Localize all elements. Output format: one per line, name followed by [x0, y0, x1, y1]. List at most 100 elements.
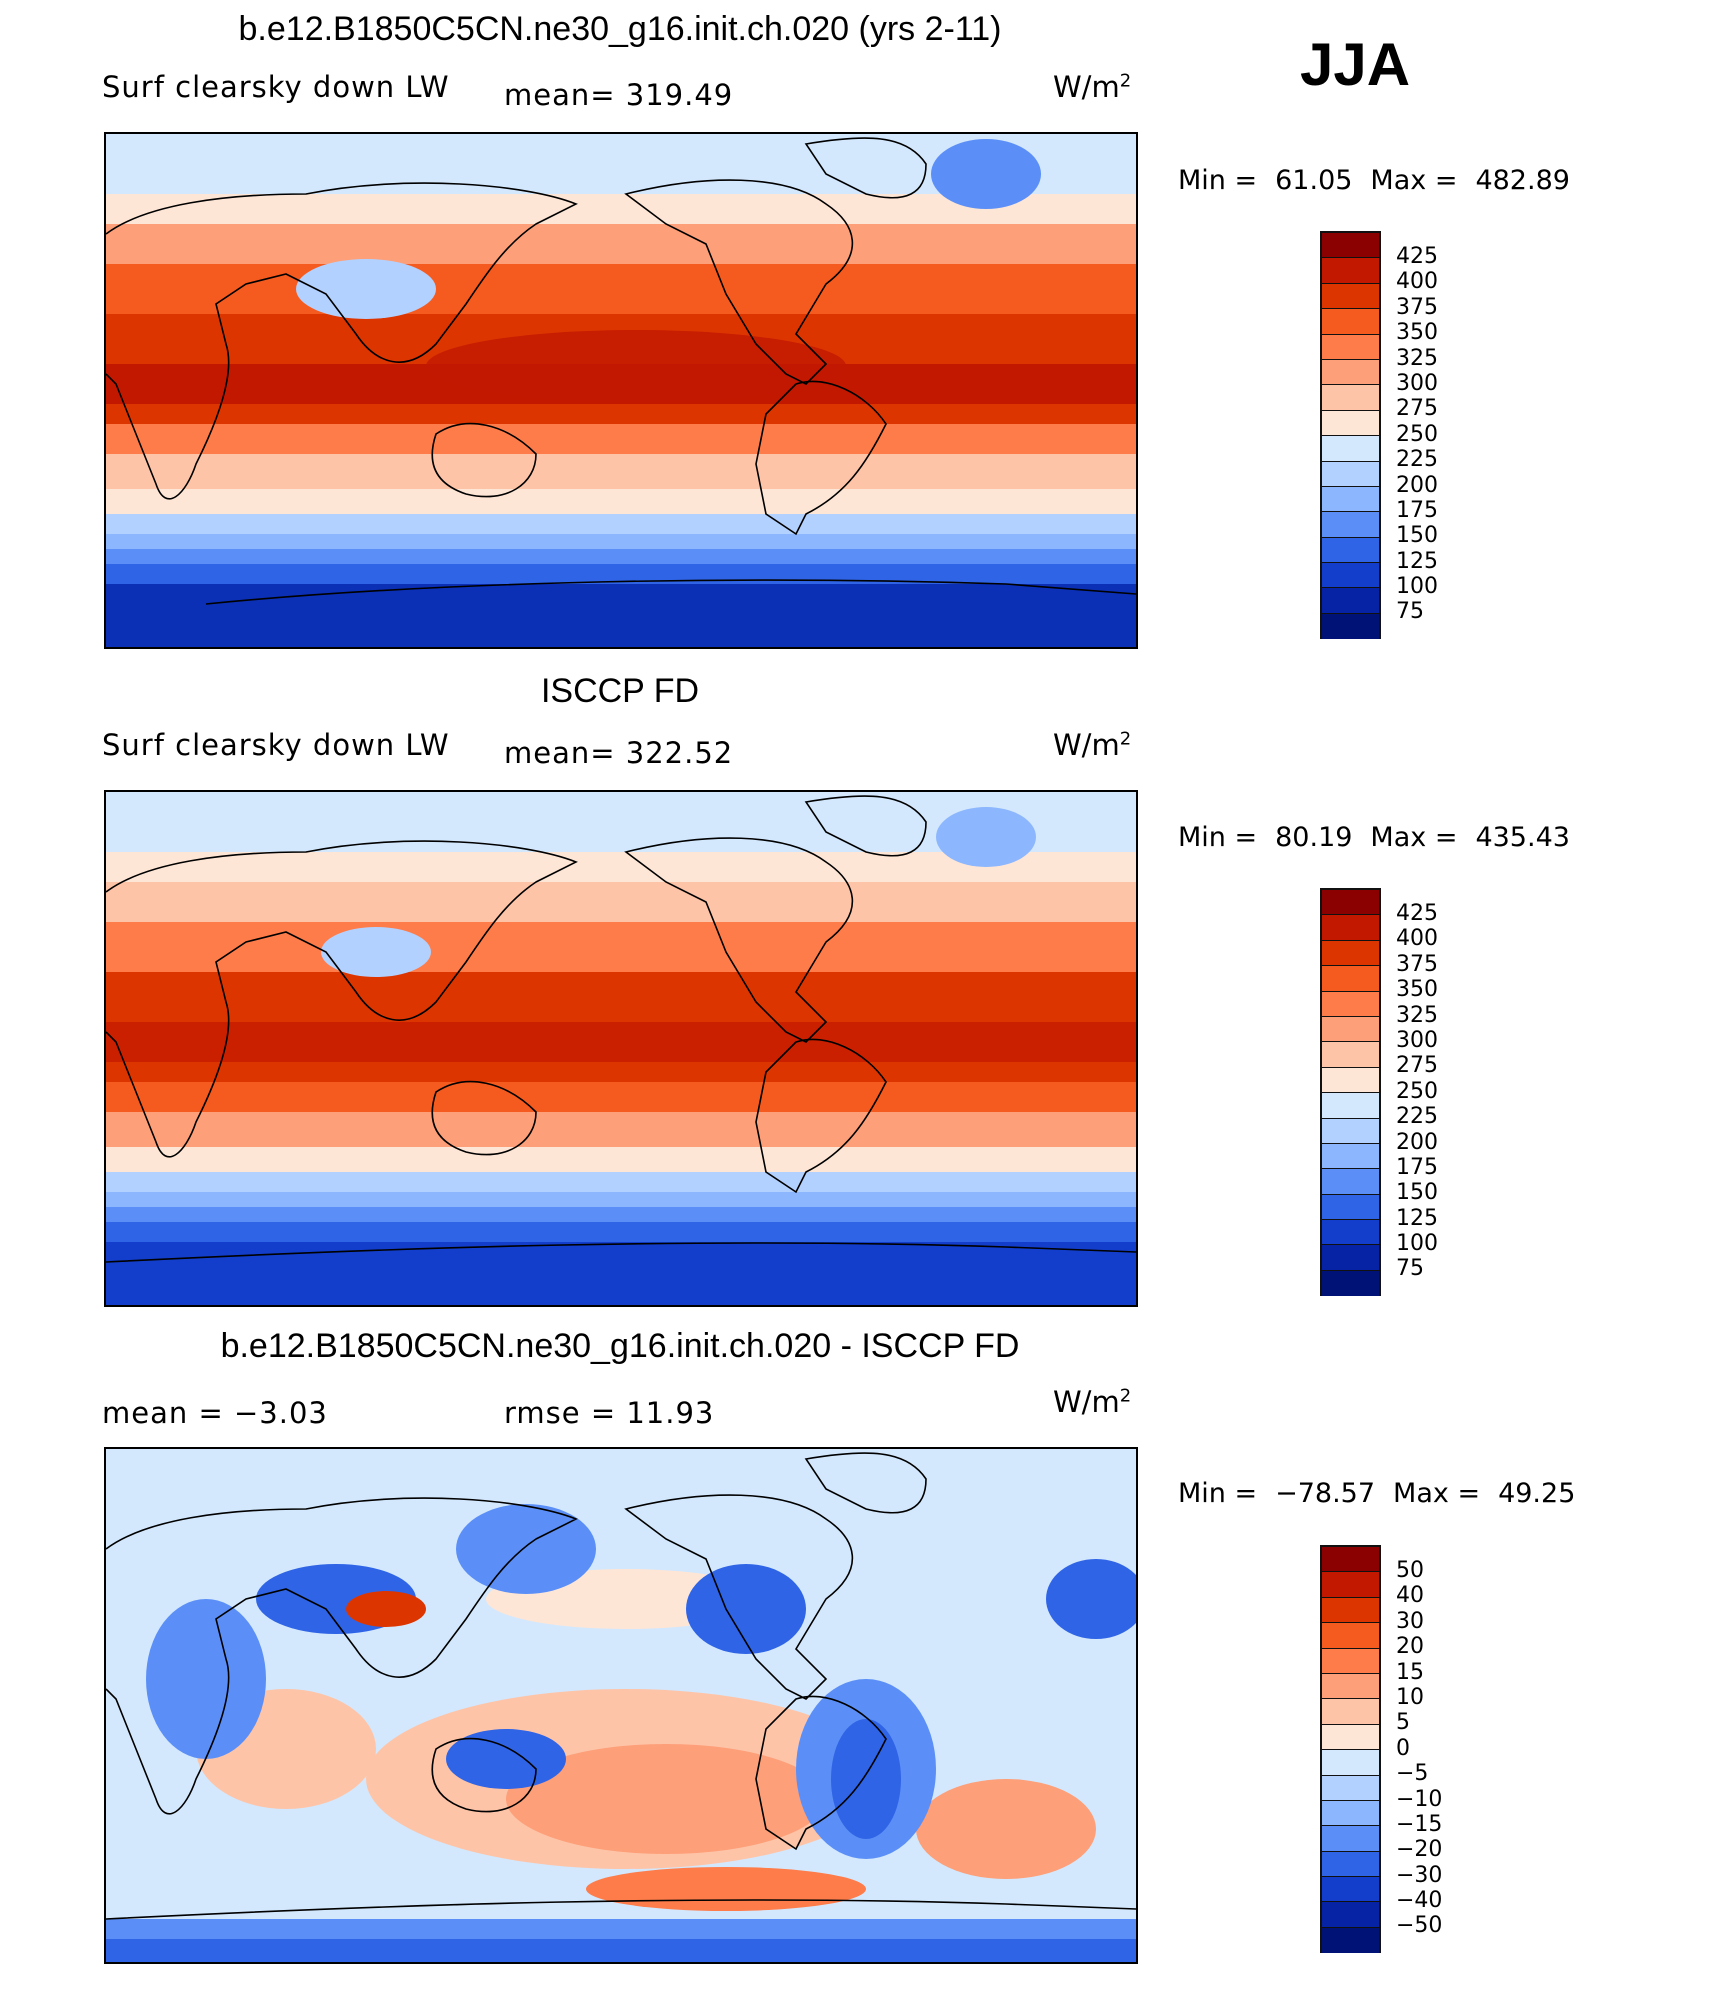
colorbar-tick-label: 325 [1396, 1002, 1438, 1028]
panel-3-mean-label: mean = −3.03 [102, 1396, 328, 1430]
colorbar-tick-label: 175 [1396, 497, 1438, 523]
colorbar-swatch [1322, 233, 1379, 259]
colorbar-tick-label: 400 [1396, 269, 1438, 295]
colorbar-tick-label: −50 [1396, 1913, 1443, 1939]
colorbar-swatch [1322, 890, 1379, 916]
colorbar-swatch [1322, 563, 1379, 589]
colorbar-tick-label: −10 [1396, 1786, 1443, 1812]
panel-1-mean-label: mean= 319.49 [504, 78, 734, 112]
panel-1-variable-label: Surf clearsky down LW [102, 70, 450, 104]
colorbar-tick-label: 200 [1396, 472, 1438, 498]
colorbar-swatch [1322, 1547, 1379, 1573]
colorbar-swatch [1322, 512, 1379, 538]
colorbar-tick-label: 75 [1396, 599, 1424, 625]
colorbar-tick-label: 150 [1396, 1180, 1438, 1206]
colorbar-tick-label: 175 [1396, 1154, 1438, 1180]
colorbar-tick-label: 225 [1396, 447, 1438, 473]
colorbar-swatch [1322, 991, 1379, 1017]
panel-1-map-svg [106, 134, 1136, 647]
season-label: JJA [1300, 31, 1411, 98]
colorbar-tick-label: 10 [1396, 1684, 1424, 1710]
colorbar-tick-label: 275 [1396, 396, 1438, 422]
colorbar-tick-label: 325 [1396, 345, 1438, 371]
colorbar-swatch [1322, 1877, 1379, 1903]
colorbar-tick-label: 250 [1396, 1078, 1438, 1104]
panel-2-title: ISCCP FD [540, 672, 700, 710]
colorbar-swatch [1322, 613, 1379, 640]
colorbar-tick-label: 100 [1396, 574, 1438, 600]
panel-1-title: b.e12.B1850C5CN.ne30_g16.init.ch.020 (yr… [238, 10, 1002, 48]
colorbar-swatch [1322, 1597, 1379, 1624]
colorbar-tick-label: 350 [1396, 977, 1438, 1003]
colorbar-tick-label: 375 [1396, 294, 1438, 320]
colorbar-swatch [1322, 1093, 1379, 1119]
colorbar-tick-label: 300 [1396, 370, 1438, 396]
colorbar-swatch [1322, 1826, 1379, 1852]
colorbar-swatch [1322, 966, 1379, 992]
colorbar-tick-label: 425 [1396, 901, 1438, 926]
colorbar-swatch [1322, 1220, 1379, 1246]
colorbar-tick-label: 425 [1396, 244, 1438, 269]
panel-3-minmax: Min = −78.57 Max = 49.25 [1178, 1478, 1576, 1509]
colorbar-swatch [1322, 1800, 1379, 1827]
colorbar-swatch [1322, 537, 1379, 564]
colorbar-tick-label: 125 [1396, 1205, 1438, 1231]
panel-2-map [104, 790, 1138, 1307]
colorbar-tick-label: −30 [1396, 1862, 1443, 1888]
panel-3-units: W/m2 [1053, 1385, 1132, 1419]
panel-2-colorbar [1320, 888, 1381, 1297]
colorbar-tick-label: 30 [1396, 1608, 1424, 1634]
panel-1-map [104, 132, 1138, 649]
colorbar-tick-label: −5 [1396, 1761, 1429, 1787]
colorbar-tick-label: 0 [1396, 1735, 1410, 1761]
panel-1-colorbar-ticks: 425 400 375 350 325 300 275 250 225 200 175 150 125 1… [1396, 244, 1438, 625]
panel-2-map-svg [106, 792, 1136, 1305]
colorbar-tick-label: 40 [1396, 1583, 1424, 1609]
colorbar-swatch [1322, 1067, 1379, 1094]
colorbar-swatch [1322, 1623, 1379, 1649]
panel-3-colorbar-ticks: 50 40 30 20 15 10 5 0 −5 −10 −15 −20 −30 −40 −50 [1396, 1558, 1442, 1939]
colorbar-swatch [1322, 1270, 1379, 1297]
colorbar-tick-label: −15 [1396, 1811, 1443, 1837]
colorbar-swatch [1322, 588, 1379, 614]
colorbar-swatch [1322, 1902, 1379, 1928]
colorbar-swatch [1322, 1572, 1379, 1598]
colorbar-tick-label: 400 [1396, 926, 1438, 952]
colorbar-swatch [1322, 1927, 1379, 1954]
panel-2-variable-label: Surf clearsky down LW [102, 728, 450, 762]
colorbar-swatch [1322, 385, 1379, 411]
panel-3-title: b.e12.B1850C5CN.ne30_g16.init.ch.020 - I… [220, 1327, 1020, 1365]
panel-2-units: W/m2 [1053, 728, 1132, 762]
colorbar-swatch [1322, 410, 1379, 437]
colorbar-swatch [1322, 1648, 1379, 1674]
panel-2-mean-label: mean= 322.52 [504, 736, 734, 770]
colorbar-tick-label: 15 [1396, 1659, 1424, 1685]
panel-1-units: W/m2 [1053, 70, 1132, 104]
colorbar-tick-label: 225 [1396, 1104, 1438, 1130]
panel-3-rmse-label: rmse = 11.93 [504, 1396, 715, 1430]
panel-3-map-svg [106, 1449, 1136, 1962]
panel-3-map [104, 1447, 1138, 1964]
colorbar-tick-label: 275 [1396, 1053, 1438, 1079]
colorbar-swatch [1322, 258, 1379, 284]
colorbar-swatch [1322, 1724, 1379, 1751]
colorbar-swatch [1322, 1851, 1379, 1878]
panel-1-colorbar [1320, 231, 1381, 640]
colorbar-tick-label: 50 [1396, 1558, 1424, 1583]
colorbar-swatch [1322, 1245, 1379, 1271]
colorbar-tick-label: 20 [1396, 1634, 1424, 1660]
colorbar-swatch [1322, 461, 1379, 487]
colorbar-swatch [1322, 1699, 1379, 1725]
colorbar-swatch [1322, 1143, 1379, 1170]
colorbar-swatch [1322, 309, 1379, 335]
colorbar-swatch [1322, 1775, 1379, 1801]
colorbar-swatch [1322, 1673, 1379, 1700]
colorbar-tick-label: −20 [1396, 1837, 1443, 1863]
panel-1-minmax: Min = 61.05 Max = 482.89 [1178, 165, 1570, 196]
colorbar-tick-label: 5 [1396, 1710, 1410, 1736]
colorbar-tick-label: 100 [1396, 1231, 1438, 1257]
colorbar-tick-label: −40 [1396, 1888, 1443, 1914]
colorbar-tick-label: 200 [1396, 1129, 1438, 1155]
colorbar-swatch [1322, 915, 1379, 941]
colorbar-swatch [1322, 1194, 1379, 1221]
